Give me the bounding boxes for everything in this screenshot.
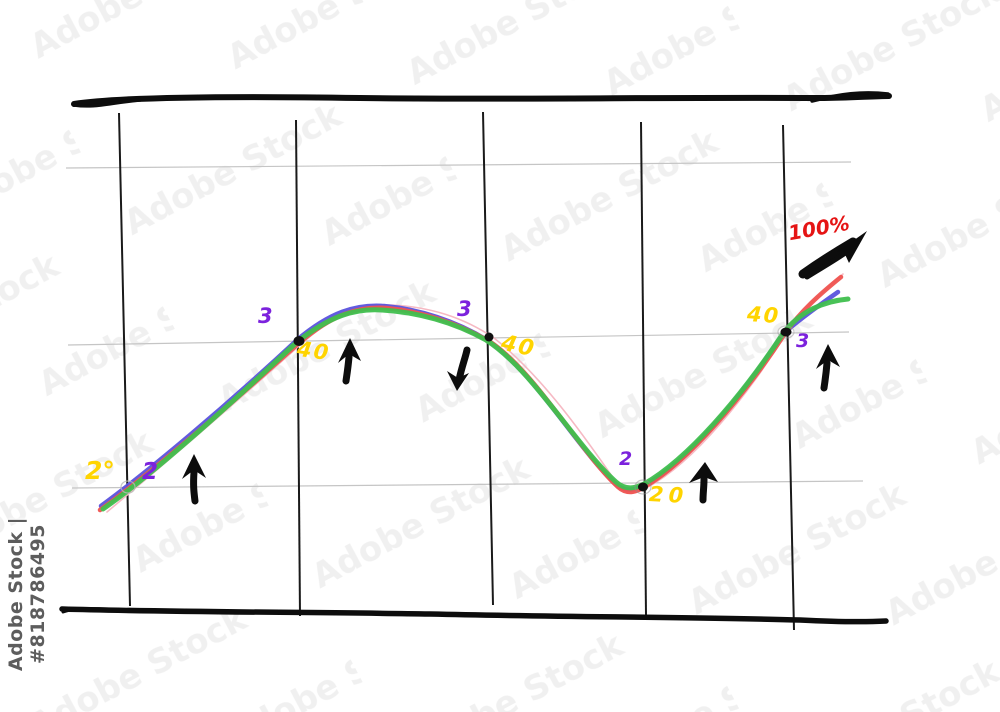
vertical-line-1 <box>118 112 131 607</box>
label-count-2-second: 2 <box>619 448 633 470</box>
gridline-level-20 <box>71 480 864 489</box>
node-dot-line-2 <box>293 336 305 346</box>
node-circle-line-1 <box>120 480 136 494</box>
vertical-line-4 <box>640 121 647 616</box>
node-dot-line-3 <box>484 332 494 342</box>
pink-thin-line <box>106 273 844 513</box>
vertical-line-5 <box>782 124 795 631</box>
label-level-40-first: 40 <box>295 336 332 366</box>
gridline-top <box>65 161 852 169</box>
vertical-line-2 <box>295 119 301 617</box>
up-arrow-rise-1 <box>182 454 206 505</box>
vertical-line-3 <box>482 111 494 606</box>
bottom-frame-line <box>59 606 889 625</box>
down-arrow-line-3 <box>447 346 471 391</box>
big-up-right-arrow <box>798 231 867 280</box>
gridline-level-40 <box>67 331 850 346</box>
label-count-3-first: 3 <box>258 304 273 328</box>
top-frame-line <box>71 91 892 108</box>
label-count-3-second: 3 <box>457 297 472 321</box>
up-arrow-line-4 <box>689 462 718 504</box>
up-arrow-peak <box>338 338 361 385</box>
label-count-3-third: 3 <box>796 330 810 352</box>
green-line <box>100 296 851 512</box>
label-start-degree: 2° <box>85 456 115 485</box>
up-arrow-line-5 <box>816 344 840 392</box>
label-level-20: 20 <box>648 481 689 509</box>
label-level-40-third: 40 <box>746 301 782 329</box>
node-dot-line-4 <box>634 479 652 495</box>
label-count-2-first: 2 <box>142 459 159 485</box>
node-dot-line-5 <box>777 325 795 339</box>
stock-credit-text: Adobe Stock | #818786495 <box>5 516 49 672</box>
